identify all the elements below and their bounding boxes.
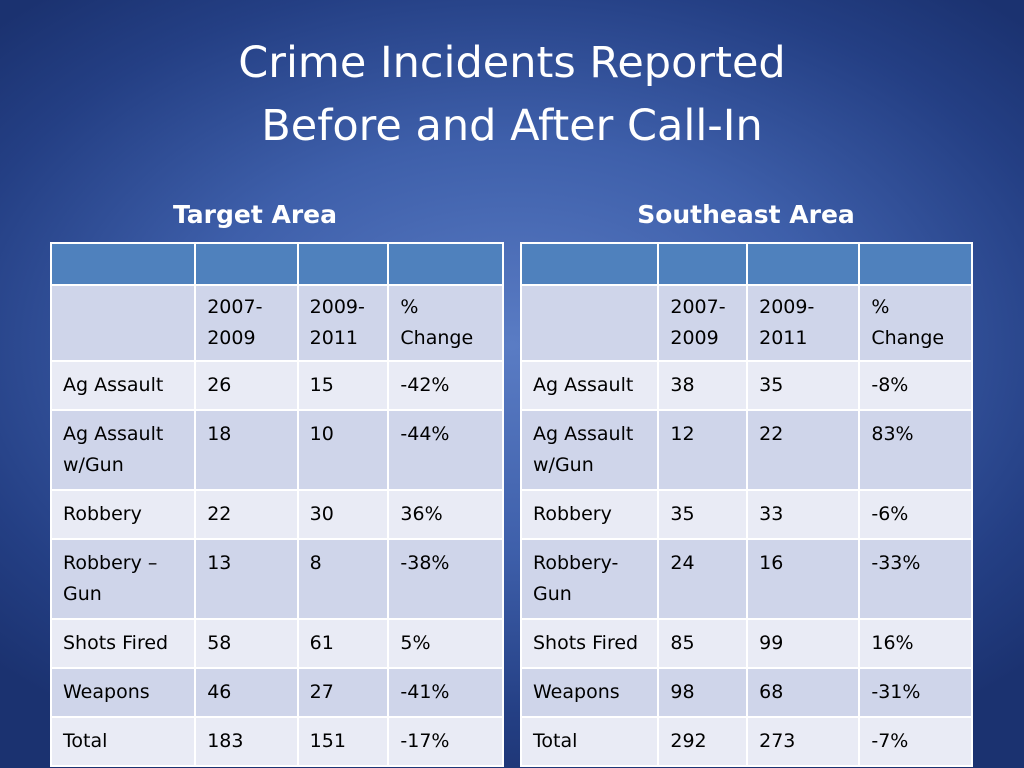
column-label: % Change — [387, 284, 504, 362]
table-row: Shots Fired 85 99 16% — [519, 618, 973, 669]
slide-title-line-1: Crime Incidents Reported — [238, 38, 786, 88]
table-row: Shots Fired 58 61 5% — [49, 618, 504, 669]
table-header-bar — [49, 242, 504, 286]
table-row: Ag Assault 26 15 -42% — [49, 360, 504, 411]
change-value-cell: -38% — [387, 538, 504, 620]
after-value-cell: 27 — [296, 667, 390, 718]
table-row: Ag Assault w/Gun 12 22 83% — [519, 409, 973, 491]
before-value-cell: 98 — [657, 667, 749, 718]
change-value-cell: -6% — [858, 489, 973, 540]
table-row: Total 183 151 -17% — [49, 716, 504, 767]
change-value-cell: -17% — [387, 716, 504, 767]
column-label — [519, 284, 660, 362]
target-area-table: 2007-2009 2009-2011 % Change Ag Assault … — [49, 242, 504, 767]
column-label: 2007-2009 — [194, 284, 299, 362]
before-value-cell: 24 — [657, 538, 749, 620]
after-value-cell: 15 — [296, 360, 390, 411]
change-value-cell: 5% — [387, 618, 504, 669]
after-value-cell: 16 — [746, 538, 861, 620]
before-value-cell: 35 — [657, 489, 749, 540]
header-cell — [519, 242, 660, 286]
change-value-cell: -42% — [387, 360, 504, 411]
after-value-cell: 273 — [746, 716, 861, 767]
before-value-cell: 18 — [194, 409, 299, 491]
crime-type-cell: Ag Assault — [49, 360, 197, 411]
southeast-area-heading: Southeast Area — [637, 200, 855, 229]
before-value-cell: 13 — [194, 538, 299, 620]
crime-type-cell: Shots Fired — [49, 618, 197, 669]
before-value-cell: 12 — [657, 409, 749, 491]
after-value-cell: 151 — [296, 716, 390, 767]
header-cell — [657, 242, 749, 286]
crime-type-cell: Robbery-Gun — [519, 538, 660, 620]
change-value-cell: 36% — [387, 489, 504, 540]
column-label: 2009-2011 — [296, 284, 390, 362]
after-value-cell: 35 — [746, 360, 861, 411]
change-value-cell: 16% — [858, 618, 973, 669]
table-row: Robbery-Gun 24 16 -33% — [519, 538, 973, 620]
crime-type-cell: Robbery — [519, 489, 660, 540]
crime-type-cell: Robbery — [49, 489, 197, 540]
crime-type-cell: Ag Assault w/Gun — [519, 409, 660, 491]
header-cell — [858, 242, 973, 286]
table-row: Ag Assault 38 35 -8% — [519, 360, 973, 411]
change-value-cell: -41% — [387, 667, 504, 718]
table-row: Robbery – Gun 13 8 -38% — [49, 538, 504, 620]
before-value-cell: 292 — [657, 716, 749, 767]
before-value-cell: 22 — [194, 489, 299, 540]
change-value-cell: -7% — [858, 716, 973, 767]
change-value-cell: -33% — [858, 538, 973, 620]
table-row: Total 292 273 -7% — [519, 716, 973, 767]
header-cell — [49, 242, 197, 286]
header-cell — [296, 242, 390, 286]
after-value-cell: 8 — [296, 538, 390, 620]
header-cell — [387, 242, 504, 286]
header-cell — [746, 242, 861, 286]
after-value-cell: 61 — [296, 618, 390, 669]
column-label: % Change — [858, 284, 973, 362]
column-label-row: 2007-2009 2009-2011 % Change — [519, 284, 973, 362]
after-value-cell: 68 — [746, 667, 861, 718]
after-value-cell: 30 — [296, 489, 390, 540]
crime-type-cell: Total — [49, 716, 197, 767]
crime-type-cell: Robbery – Gun — [49, 538, 197, 620]
table-row: Robbery 35 33 -6% — [519, 489, 973, 540]
table-header-bar — [519, 242, 973, 286]
crime-type-cell: Total — [519, 716, 660, 767]
before-value-cell: 85 — [657, 618, 749, 669]
column-label — [49, 284, 197, 362]
change-value-cell: 83% — [858, 409, 973, 491]
crime-type-cell: Weapons — [49, 667, 197, 718]
after-value-cell: 33 — [746, 489, 861, 540]
change-value-cell: -44% — [387, 409, 504, 491]
column-label: 2009-2011 — [746, 284, 861, 362]
change-value-cell: -8% — [858, 360, 973, 411]
table-row: Weapons 98 68 -31% — [519, 667, 973, 718]
before-value-cell: 38 — [657, 360, 749, 411]
column-label: 2007-2009 — [657, 284, 749, 362]
column-label-row: 2007-2009 2009-2011 % Change — [49, 284, 504, 362]
slide-title-line-2: Before and After Call-In — [261, 101, 763, 151]
after-value-cell: 10 — [296, 409, 390, 491]
table-row: Ag Assault w/Gun 18 10 -44% — [49, 409, 504, 491]
crime-type-cell: Ag Assault — [519, 360, 660, 411]
crime-type-cell: Ag Assault w/Gun — [49, 409, 197, 491]
crime-type-cell: Weapons — [519, 667, 660, 718]
before-value-cell: 26 — [194, 360, 299, 411]
after-value-cell: 22 — [746, 409, 861, 491]
table-row: Robbery 22 30 36% — [49, 489, 504, 540]
change-value-cell: -31% — [858, 667, 973, 718]
table-row: Weapons 46 27 -41% — [49, 667, 504, 718]
after-value-cell: 99 — [746, 618, 861, 669]
target-area-heading: Target Area — [172, 200, 338, 229]
before-value-cell: 183 — [194, 716, 299, 767]
crime-type-cell: Shots Fired — [519, 618, 660, 669]
slide-title: Crime Incidents Reported Before and Afte… — [0, 32, 1024, 158]
before-value-cell: 46 — [194, 667, 299, 718]
header-cell — [194, 242, 299, 286]
before-value-cell: 58 — [194, 618, 299, 669]
southeast-area-table: 2007-2009 2009-2011 % Change Ag Assault … — [519, 242, 973, 767]
